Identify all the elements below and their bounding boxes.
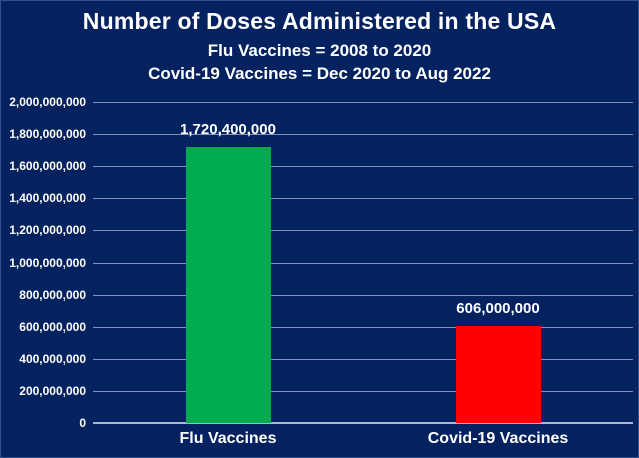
bar-value-label: 606,000,000: [456, 299, 540, 317]
y-tick-label: 200,000,000: [19, 383, 86, 398]
gridline: [93, 102, 633, 103]
gridline: [93, 326, 633, 328]
gridline: [93, 134, 633, 136]
gridline: [93, 166, 633, 168]
x-category-label: Flu Vaccines: [179, 430, 277, 447]
gridline: [93, 262, 633, 264]
y-tick-label: 1,000,000,000: [9, 255, 86, 270]
y-tick-label: 1,400,000,000: [9, 191, 86, 206]
gridline: [93, 198, 633, 200]
gridline: [93, 358, 633, 360]
chart-subtitle-covid: Covid-19 Vaccines = Dec 2020 to Aug 2022: [148, 64, 491, 83]
y-tick-label: 1,600,000,000: [9, 159, 86, 174]
plot-area: 0 200,000,000 400,000,000 600,000,000 800,00…: [9, 95, 633, 447]
gridline: [93, 230, 633, 232]
bar-value-label: 1,720,400,000: [180, 120, 276, 138]
bar-covid-19-vaccines: [455, 325, 541, 423]
x-axis-line: [93, 422, 633, 424]
y-tick-label: 1,800,000,000: [9, 127, 86, 142]
y-tick-label: 800,000,000: [19, 287, 86, 302]
gridline: [93, 390, 633, 392]
gridline: [93, 294, 633, 296]
y-tick-label: 400,000,000: [19, 351, 86, 366]
x-category-label: Covid-19 Vaccines: [427, 430, 569, 447]
y-tick-label: 0: [79, 416, 86, 430]
chart-title: Number of Doses Administered in the USA: [82, 8, 557, 34]
y-tick-label: 600,000,000: [19, 319, 86, 334]
y-tick-label: 2,000,000,000: [9, 95, 86, 109]
y-tick-label: 1,200,000,000: [9, 223, 86, 238]
chart-subtitle-flu: Flu Vaccines = 2008 to 2020: [207, 41, 432, 60]
bar-flu-vaccines: [185, 146, 271, 423]
